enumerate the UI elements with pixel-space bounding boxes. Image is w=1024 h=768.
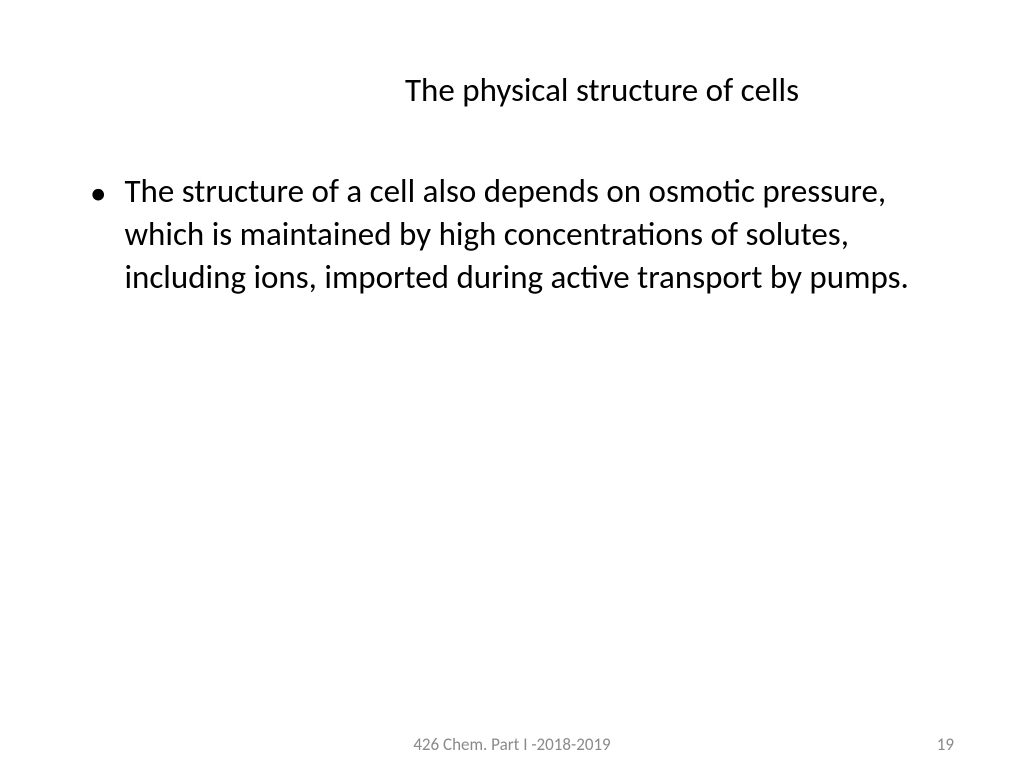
footer-course-label: 426 Chem. Part I -2018-2019 bbox=[413, 734, 610, 755]
slide-title: The physical structure of cells bbox=[0, 70, 1024, 110]
bullet-marker-icon: • bbox=[90, 172, 106, 215]
content-area: • The structure of a cell also depends o… bbox=[90, 170, 954, 299]
page-number: 19 bbox=[937, 734, 954, 755]
bullet-item: • The structure of a cell also depends o… bbox=[90, 170, 954, 299]
bullet-text: The structure of a cell also depends on … bbox=[124, 170, 954, 299]
